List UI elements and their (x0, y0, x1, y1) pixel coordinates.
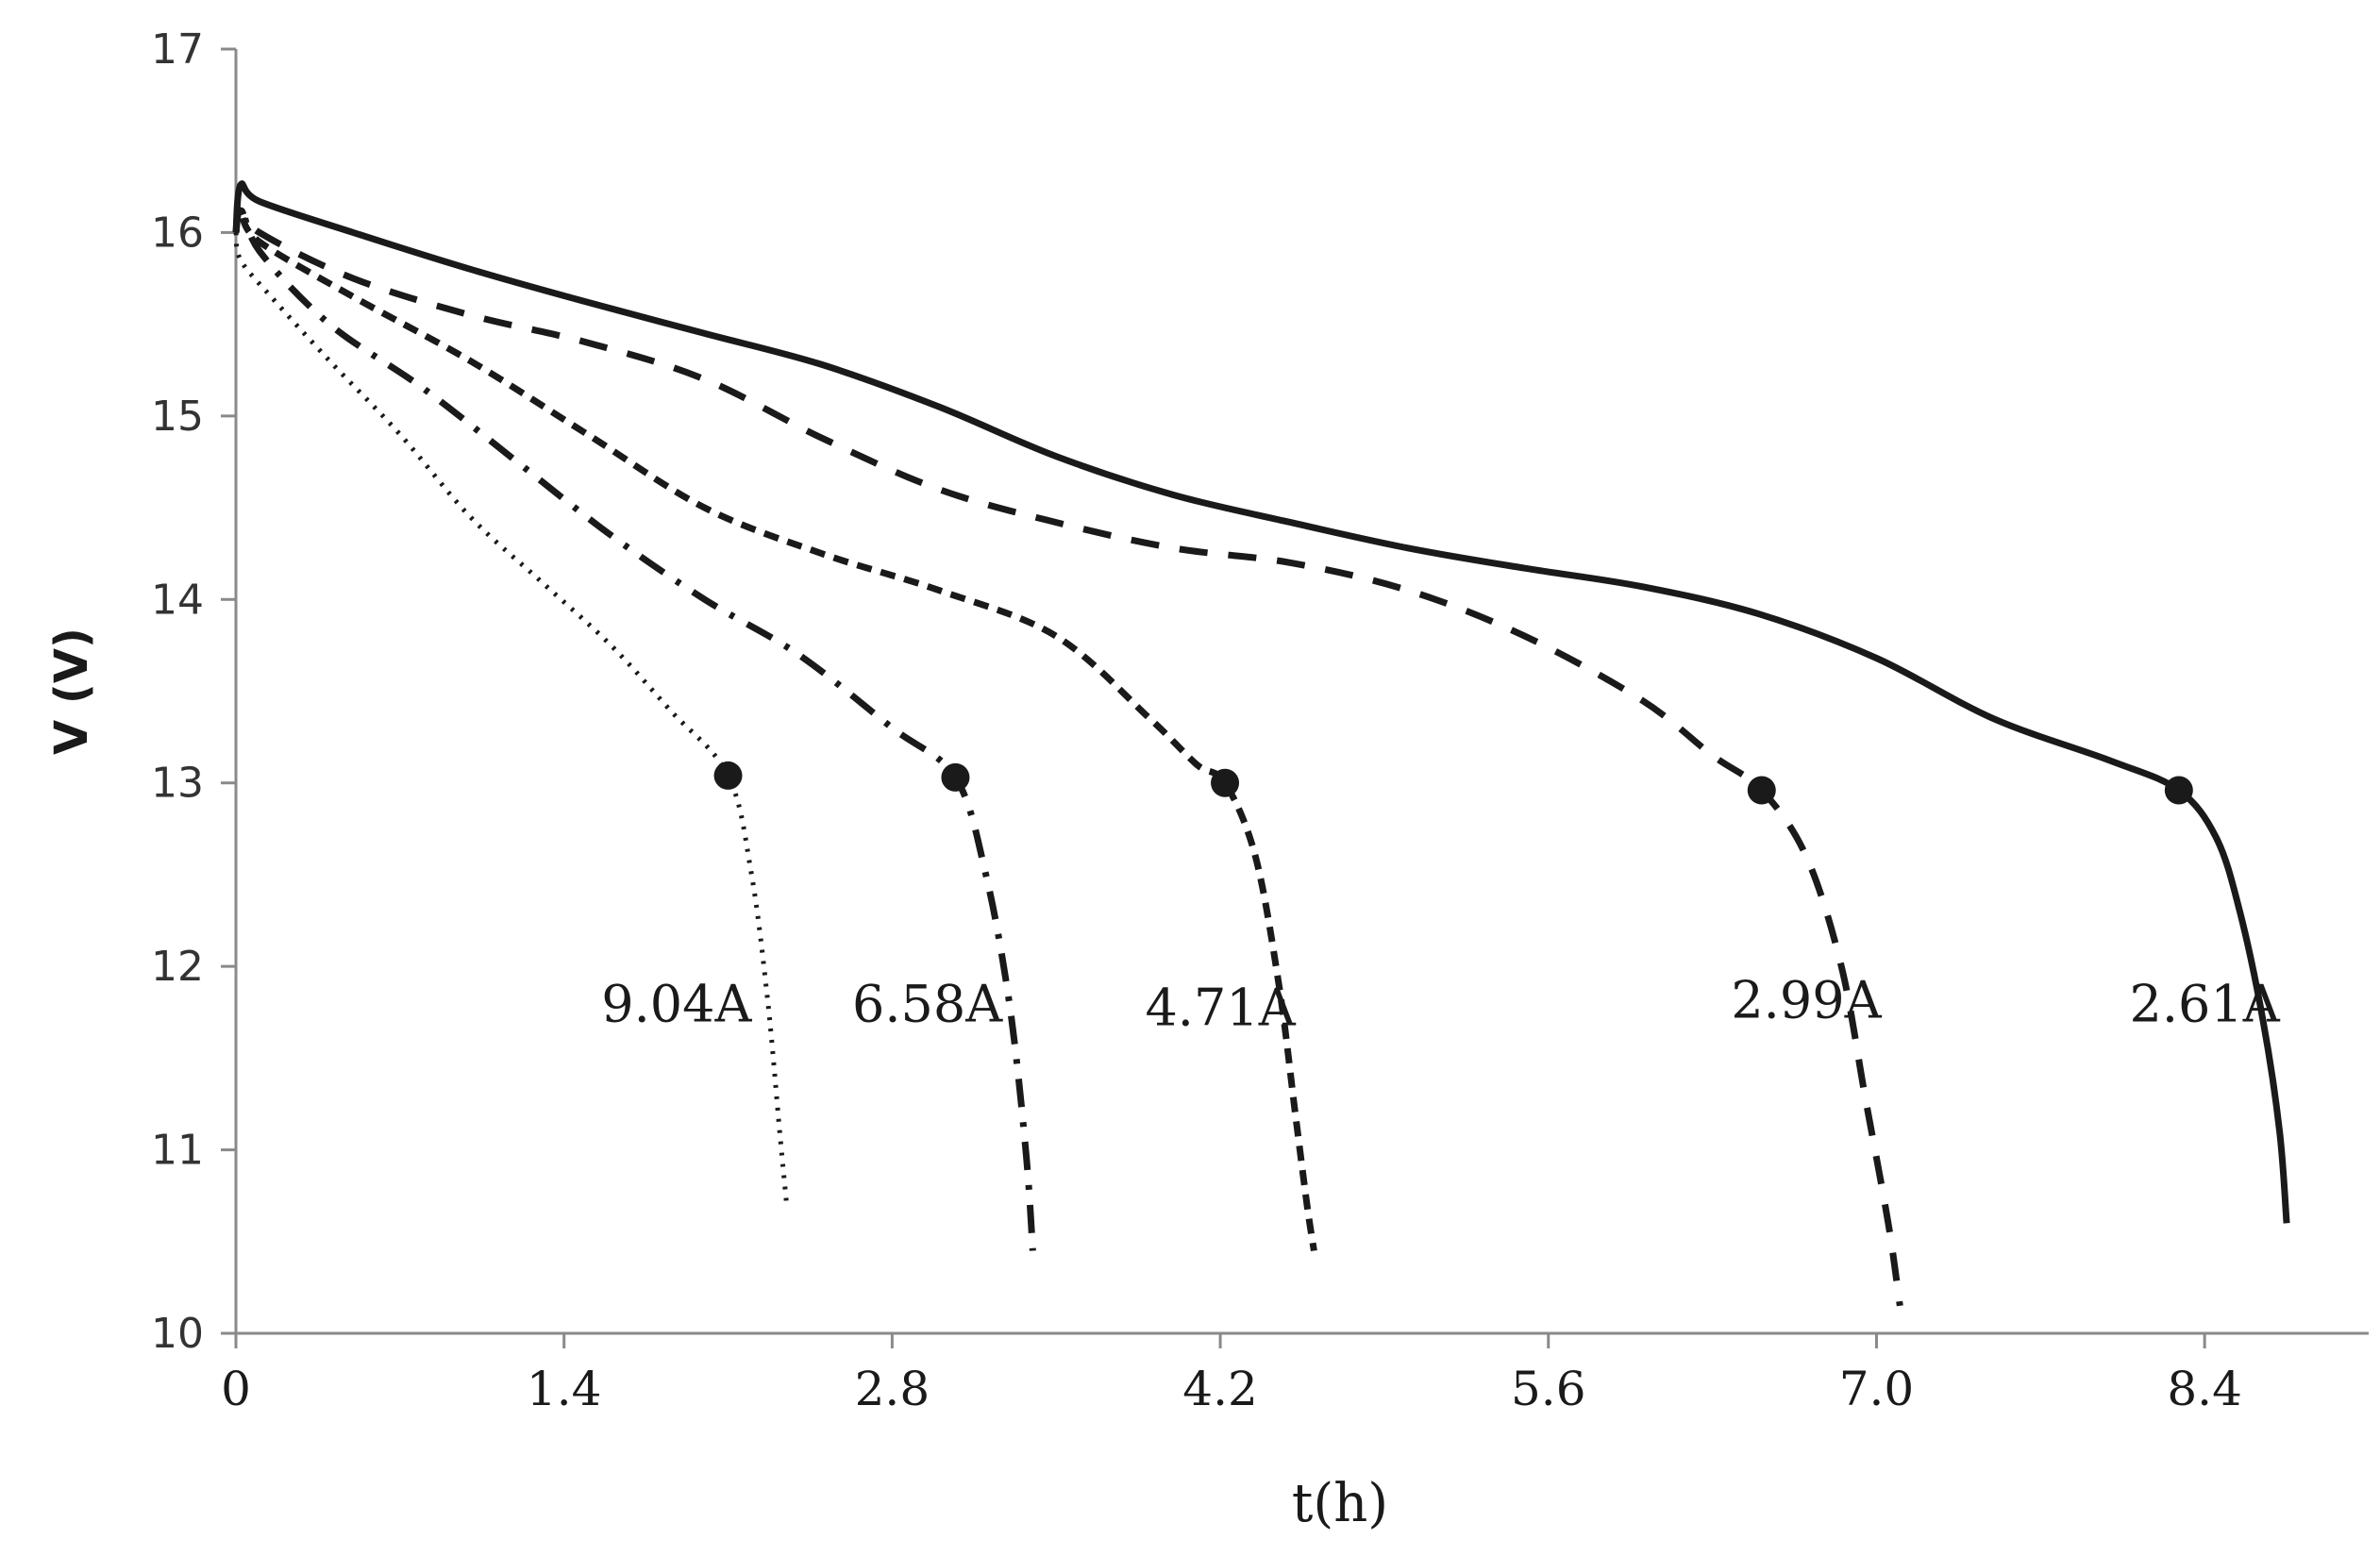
y-tick-label: 13 (151, 760, 204, 808)
series-line-2 (232, 210, 1317, 1252)
x-tick-label: 8.4 (2167, 1362, 2242, 1416)
y-tick-label: 10 (151, 1310, 204, 1358)
y-tick-label: 14 (151, 576, 204, 624)
series-label-3: 6.58A (852, 974, 1003, 1033)
series-markers (713, 761, 2193, 805)
series-line-1 (232, 207, 1903, 1307)
series-marker-3 (941, 762, 970, 792)
y-axis-label: V (V) (45, 627, 98, 755)
series-label-4: 9.04A (601, 974, 752, 1033)
x-tick-label: 4.2 (1182, 1362, 1258, 1416)
series-label-2: 4.71A (1145, 978, 1296, 1037)
series-marker-1 (1747, 776, 1776, 805)
series-curves (232, 180, 2290, 1307)
series-label-0: 2.61A (2130, 974, 2281, 1033)
y-ticks: 10 11 12 13 14 15 16 17 (151, 25, 236, 1358)
y-tick-label: 11 (151, 1127, 204, 1175)
series-line-3 (232, 201, 1036, 1251)
series-line-0 (232, 180, 2290, 1224)
x-axis-label: t(h) (1292, 1473, 1388, 1534)
y-tick-label: 12 (151, 943, 204, 991)
y-tick-label: 17 (151, 25, 204, 74)
x-tick-label: 5.6 (1511, 1362, 1586, 1416)
series-label-1: 2.99A (1731, 971, 1882, 1030)
axes (234, 49, 2369, 1335)
series-line-4 (233, 231, 790, 1206)
x-tick-label: 7.0 (1839, 1362, 1915, 1416)
series-marker-2 (1211, 768, 1240, 797)
x-ticks: 0 1.4 2.8 4.2 5.6 7.0 8.4 (221, 1333, 2242, 1416)
y-tick-label: 15 (151, 393, 204, 441)
series-marker-0 (2164, 776, 2193, 805)
x-tick-label: 1.4 (527, 1362, 602, 1416)
y-tick-label: 16 (151, 209, 204, 257)
series-marker-4 (713, 761, 743, 790)
x-tick-label: 0 (221, 1362, 251, 1416)
x-tick-label: 2.8 (855, 1362, 930, 1416)
series-labels: 2.61A 2.99A 4.71A 6.58A 9.04A (601, 971, 2280, 1038)
